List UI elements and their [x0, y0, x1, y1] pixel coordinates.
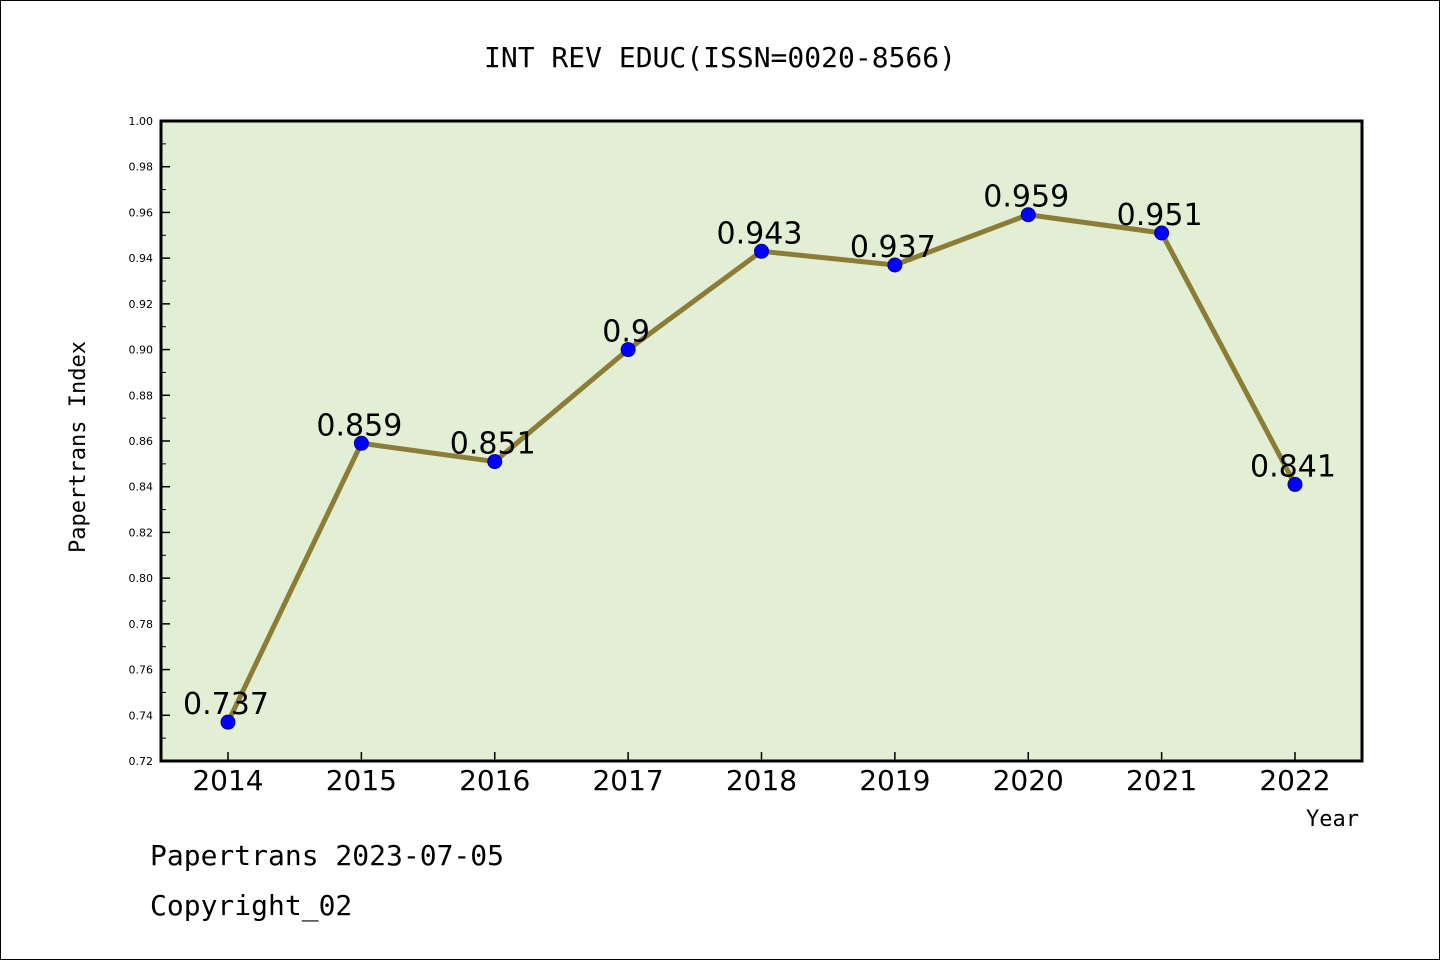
y-tick-label: 0.78 [129, 618, 154, 631]
y-tick-label: 0.86 [129, 435, 154, 448]
data-point [353, 435, 369, 451]
y-tick-label: 0.94 [129, 252, 154, 265]
x-tick-label: 2018 [726, 764, 797, 797]
x-tick-label: 2021 [1126, 764, 1197, 797]
data-point [1287, 476, 1303, 492]
data-label: 0.943 [717, 216, 803, 251]
x-axis-label: Year [1306, 807, 1359, 832]
chart-title: INT REV EDUC(ISSN=0020-8566) [484, 41, 956, 74]
y-tick-label: 0.82 [129, 526, 154, 539]
data-point [754, 243, 769, 259]
data-point [220, 714, 236, 730]
y-tick-label: 0.74 [129, 709, 154, 722]
data-label: 0.937 [850, 230, 936, 265]
x-tick-label: 2014 [192, 764, 263, 797]
y-tick-label: 1.00 [129, 115, 154, 128]
y-tick-label: 0.92 [129, 298, 154, 311]
y-tick-label: 0.80 [129, 572, 154, 585]
data-label: 0.9 [602, 315, 650, 350]
y-tick-label: 0.76 [129, 664, 154, 677]
y-tick-label: 0.88 [129, 389, 154, 402]
data-point [1154, 225, 1170, 241]
x-tick-label: 2016 [459, 764, 530, 797]
x-tick-label: 2015 [326, 764, 397, 797]
y-tick-label: 0.96 [129, 206, 154, 219]
y-tick-label: 0.90 [129, 344, 154, 357]
data-label: 0.951 [1117, 198, 1203, 233]
footer-copyright: Copyright_02 [150, 889, 352, 923]
y-axis-label: Papertrans Index [66, 341, 91, 553]
y-tick-label: 0.72 [129, 755, 154, 768]
data-label: 0.859 [316, 408, 402, 443]
data-point [887, 257, 903, 273]
x-tick-label: 2022 [1259, 764, 1330, 797]
footer-date: Papertrans 2023-07-05 [150, 839, 504, 872]
y-tick-label: 0.98 [129, 161, 154, 174]
y-tick-label: 0.84 [129, 481, 154, 494]
data-label: 0.959 [983, 180, 1069, 215]
data-point [620, 342, 636, 358]
data-label: 0.841 [1250, 449, 1336, 484]
x-axis-ticks: 2014 2015 2016 2017 2018 2019 2020 2021 2022 [192, 752, 1331, 797]
series-papertrans-index [220, 207, 1303, 730]
x-tick-label: 2019 [859, 764, 930, 797]
data-point [487, 454, 503, 470]
data-label: 0.737 [183, 687, 269, 722]
data-label: 0.851 [450, 427, 536, 462]
y-axis-ticks: 0.72 0.74 0.76 0.78 0.80 0.82 0.84 0.86 0.88 0.90… [129, 115, 170, 768]
data-labels: 0.737 0.859 0.851 0.9 0.943 0.937 0.959 0.951 0.… [183, 180, 1336, 722]
x-tick-label: 2017 [592, 764, 663, 797]
x-tick-label: 2020 [993, 764, 1064, 797]
data-point [1020, 207, 1036, 223]
